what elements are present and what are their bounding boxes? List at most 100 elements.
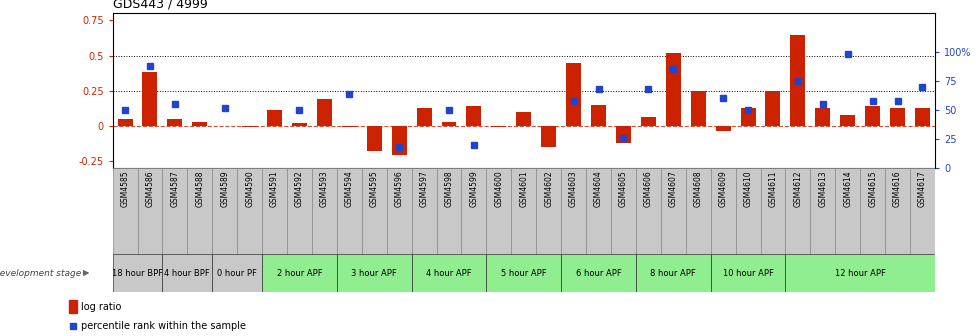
Bar: [212, 254, 262, 292]
Text: GSM4592: GSM4592: [294, 171, 304, 207]
Bar: [68, 300, 77, 313]
Text: GSM4613: GSM4613: [818, 171, 826, 207]
Text: GSM4590: GSM4590: [244, 171, 254, 207]
Bar: [391, 126, 406, 155]
Bar: [486, 168, 511, 255]
Bar: [914, 108, 929, 126]
Bar: [411, 168, 436, 255]
Bar: [336, 254, 411, 292]
Bar: [341, 126, 356, 127]
Bar: [710, 168, 734, 255]
Bar: [784, 168, 810, 255]
Text: log ratio: log ratio: [80, 302, 121, 312]
Text: GSM4605: GSM4605: [618, 171, 627, 207]
Bar: [367, 126, 381, 151]
Bar: [760, 168, 784, 255]
Text: GSM4602: GSM4602: [544, 171, 553, 207]
Text: GSM4593: GSM4593: [320, 171, 329, 207]
Bar: [162, 254, 212, 292]
Bar: [610, 168, 636, 255]
Bar: [117, 119, 132, 126]
Bar: [784, 254, 934, 292]
Bar: [810, 168, 834, 255]
Bar: [192, 122, 207, 126]
Bar: [910, 168, 934, 255]
Bar: [586, 168, 610, 255]
Text: GSM4609: GSM4609: [718, 171, 727, 207]
Text: GSM4600: GSM4600: [494, 171, 503, 207]
Text: GSM4607: GSM4607: [668, 171, 677, 207]
Bar: [461, 168, 486, 255]
Bar: [560, 168, 586, 255]
Bar: [541, 126, 556, 147]
Bar: [739, 108, 755, 126]
Text: GSM4588: GSM4588: [195, 171, 204, 207]
Text: GDS443 / 4999: GDS443 / 4999: [112, 0, 207, 11]
Text: 0 hour PF: 0 hour PF: [217, 268, 257, 278]
Bar: [167, 119, 182, 126]
Text: GSM4594: GSM4594: [344, 171, 353, 207]
Bar: [436, 168, 461, 255]
Text: 4 hour APF: 4 hour APF: [425, 268, 471, 278]
Text: GSM4603: GSM4603: [568, 171, 578, 207]
Text: GSM4598: GSM4598: [444, 171, 453, 207]
Text: GSM4587: GSM4587: [170, 171, 179, 207]
Bar: [884, 168, 910, 255]
Bar: [636, 254, 710, 292]
Text: GSM4589: GSM4589: [220, 171, 229, 207]
Text: 18 hour BPF: 18 hour BPF: [111, 268, 163, 278]
Bar: [734, 168, 760, 255]
Text: 6 hour APF: 6 hour APF: [575, 268, 621, 278]
Bar: [685, 168, 710, 255]
Bar: [636, 168, 660, 255]
Bar: [615, 126, 630, 143]
Text: 2 hour APF: 2 hour APF: [277, 268, 322, 278]
Text: GSM4595: GSM4595: [370, 171, 378, 207]
Text: GSM4617: GSM4617: [917, 171, 926, 207]
Text: 5 hour APF: 5 hour APF: [501, 268, 546, 278]
Bar: [491, 126, 506, 127]
Bar: [641, 117, 655, 126]
Bar: [789, 35, 805, 126]
Bar: [212, 168, 237, 255]
Bar: [889, 108, 904, 126]
Text: GSM4596: GSM4596: [394, 171, 403, 207]
Text: GSM4616: GSM4616: [892, 171, 901, 207]
Text: development stage: development stage: [0, 268, 81, 278]
Text: 12 hour APF: 12 hour APF: [834, 268, 885, 278]
Bar: [865, 106, 879, 126]
Text: 8 hour APF: 8 hour APF: [649, 268, 695, 278]
Text: GSM4614: GSM4614: [842, 171, 852, 207]
Bar: [560, 254, 636, 292]
Bar: [860, 168, 884, 255]
Bar: [665, 53, 680, 126]
Bar: [242, 126, 257, 127]
Text: 10 hour APF: 10 hour APF: [722, 268, 773, 278]
Bar: [591, 105, 605, 126]
Bar: [466, 106, 481, 126]
Text: GSM4597: GSM4597: [420, 171, 428, 207]
Bar: [187, 168, 212, 255]
Text: GSM4604: GSM4604: [594, 171, 602, 207]
Bar: [267, 111, 282, 126]
Bar: [417, 108, 431, 126]
Text: percentile rank within the sample: percentile rank within the sample: [80, 321, 245, 331]
Bar: [237, 168, 262, 255]
Bar: [815, 108, 829, 126]
Bar: [710, 254, 784, 292]
Text: GSM4615: GSM4615: [867, 171, 876, 207]
Bar: [317, 99, 332, 126]
Bar: [143, 73, 157, 126]
Bar: [262, 168, 287, 255]
Bar: [515, 112, 531, 126]
Bar: [312, 168, 336, 255]
Bar: [715, 126, 730, 131]
Bar: [287, 168, 312, 255]
Text: GSM4599: GSM4599: [468, 171, 478, 207]
Text: GSM4611: GSM4611: [768, 171, 777, 207]
Bar: [536, 168, 560, 255]
Text: GSM4585: GSM4585: [120, 171, 129, 207]
Bar: [660, 168, 685, 255]
Text: 4 hour BPF: 4 hour BPF: [164, 268, 210, 278]
Bar: [565, 62, 581, 126]
